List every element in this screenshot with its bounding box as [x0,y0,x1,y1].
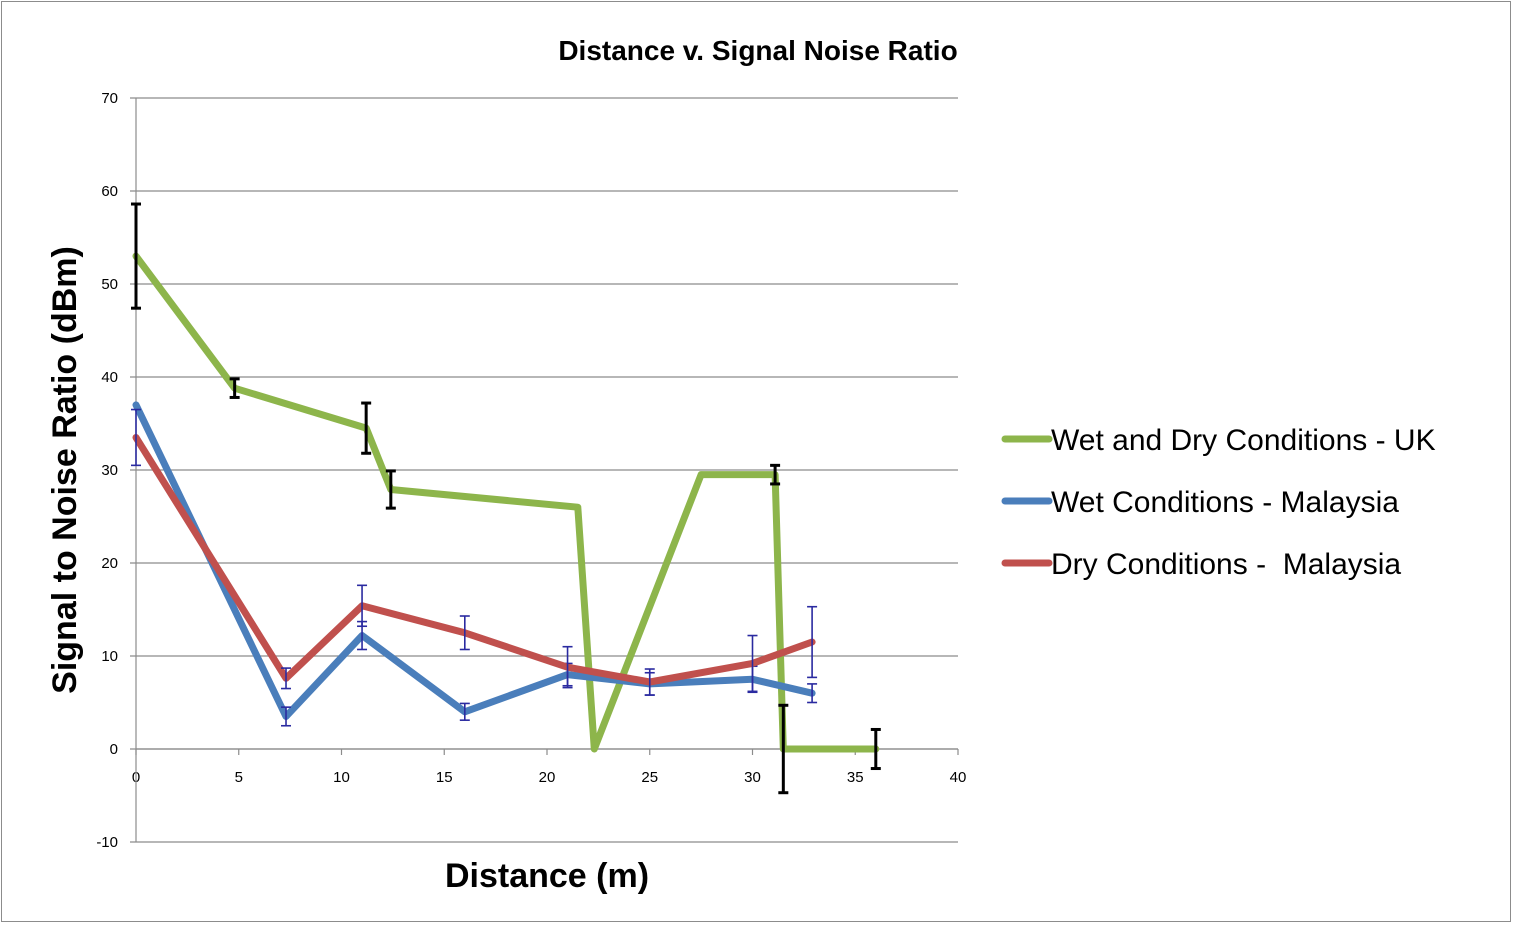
error-bars [281,620,818,727]
series-line [132,401,816,720]
x-tick-label: 25 [641,769,658,786]
legend-label: Wet Conditions - Malaysia [1051,486,1399,519]
series-line [132,434,816,686]
legend: Wet and Dry Conditions - UK Wet Condition… [1001,424,1436,581]
x-tick-label: 5 [235,769,243,786]
y-axis-title: Signal to Noise Ratio (dBm) [46,246,84,694]
y-tick-label: 40 [101,369,118,386]
y-tick-label: 70 [101,90,118,107]
y-tick-labels: -10 0 10 20 30 40 50 60 70 [96,90,118,851]
y-tick-label: -10 [96,834,118,851]
legend-label: Wet and Dry Conditions - UK [1051,424,1436,457]
x-tick-label: 10 [333,769,350,786]
y-tick-label: 60 [101,183,118,200]
series-2 [131,408,818,696]
series-group [131,202,881,795]
x-tick-label: 20 [539,769,556,786]
y-tick-label: 50 [101,276,118,293]
error-bars [131,408,818,696]
chart-title: Distance v. Signal Noise Ratio [558,35,957,66]
series-0 [131,202,881,795]
x-tick-label: 40 [950,769,967,786]
x-tick-label: 15 [436,769,453,786]
series-1 [132,401,818,727]
error-bars [131,202,881,795]
x-tick-label: 35 [847,769,864,786]
y-tick-label: 30 [101,462,118,479]
x-tick-label: 30 [744,769,761,786]
y-tick-label: 0 [110,741,118,758]
y-tick-label: 20 [101,555,118,572]
x-axis-title: Distance (m) [445,857,649,895]
y-tick-label: 10 [101,648,118,665]
legend-label: Dry Conditions - Malaysia [1051,548,1401,581]
series-line [132,252,880,753]
grid-lines [130,97,958,843]
